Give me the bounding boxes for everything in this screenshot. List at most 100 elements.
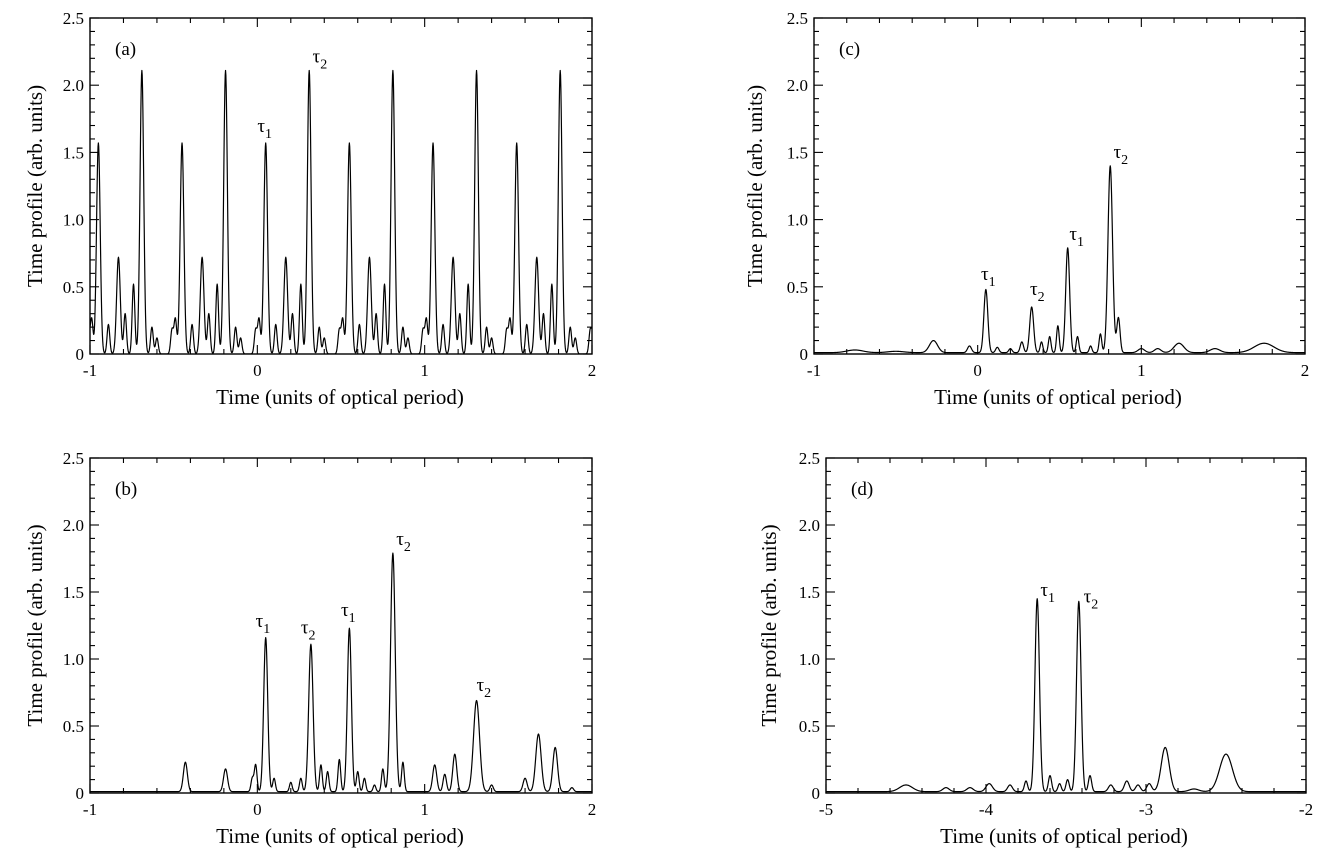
x-tick-label: 2 — [588, 361, 597, 380]
x-tick-label: 2 — [1301, 361, 1310, 380]
y-tick-label: 1.5 — [787, 143, 808, 162]
y-tick-label: 2.5 — [799, 449, 820, 468]
tau-symbol: τ — [396, 529, 404, 550]
y-tick-label: 1.0 — [799, 650, 820, 669]
y-tick-label: 2.5 — [787, 9, 808, 28]
tau-annotation: τ1 — [341, 600, 356, 626]
y-tick-label: 1.5 — [63, 143, 84, 162]
tau-subscript: 2 — [484, 686, 491, 701]
y-tick-label: 0.5 — [799, 717, 820, 736]
tau-symbol: τ — [981, 264, 989, 285]
panel-label: (c) — [839, 39, 860, 60]
x-tick-label: -1 — [807, 361, 821, 380]
y-tick-label: 0 — [76, 345, 85, 364]
tau-annotation: τ2 — [1084, 587, 1099, 613]
tau-symbol: τ — [1069, 224, 1077, 245]
tau-annotation: τ2 — [301, 618, 316, 644]
tau-annotation: τ2 — [1030, 279, 1045, 305]
tau-subscript: 1 — [265, 127, 272, 142]
x-axis-label: Time (units of optical period) — [940, 824, 1188, 848]
tau-subscript: 2 — [1038, 290, 1045, 305]
tau-symbol: τ — [1040, 580, 1048, 601]
tau-subscript: 2 — [404, 540, 411, 555]
y-tick-label: 0 — [76, 784, 85, 803]
plot-frame — [825, 457, 1307, 794]
y-tick-label: 0.5 — [63, 278, 84, 297]
y-tick-label: 1.0 — [63, 211, 84, 230]
x-tick-label: -5 — [819, 800, 833, 819]
y-tick-label: 2.0 — [799, 516, 820, 535]
plot-frame — [813, 17, 1306, 355]
tau-annotation: τ2 — [396, 529, 411, 555]
tau-subscript: 1 — [989, 275, 996, 290]
x-tick-label: 2 — [588, 800, 597, 819]
x-tick-label: 1 — [1137, 361, 1146, 380]
x-tick-label: 1 — [420, 361, 429, 380]
x-tick-label: -2 — [1299, 800, 1313, 819]
y-tick-label: 2.0 — [787, 76, 808, 95]
x-tick-label: 1 — [420, 800, 429, 819]
tau-annotation: τ1 — [1069, 224, 1084, 250]
y-tick-label: 0.5 — [63, 717, 84, 736]
tau-subscript: 1 — [263, 622, 270, 637]
y-tick-label: 0.5 — [787, 278, 808, 297]
tau-subscript: 1 — [1048, 591, 1055, 606]
y-axis-label: Time profile (arb. units) — [23, 85, 47, 287]
panel-label: (d) — [851, 479, 873, 500]
tau-symbol: τ — [313, 46, 321, 67]
x-axis-label: Time (units of optical period) — [216, 385, 464, 409]
x-tick-label: -1 — [83, 800, 97, 819]
y-axis-label: Time profile (arb. units) — [23, 524, 47, 726]
tau-symbol: τ — [301, 618, 309, 639]
x-axis-label: Time (units of optical period) — [216, 824, 464, 848]
tau-annotation: τ1 — [256, 611, 271, 637]
tau-symbol: τ — [477, 675, 485, 696]
time-profile-trace — [90, 69, 592, 354]
y-tick-label: 1.5 — [63, 583, 84, 602]
tau-subscript: 1 — [349, 611, 356, 626]
plot-frame — [89, 457, 593, 794]
tau-subscript: 1 — [1077, 235, 1084, 250]
y-tick-label: 2.0 — [63, 76, 84, 95]
tau-annotation: τ1 — [257, 116, 272, 142]
y-tick-label: 0 — [800, 345, 809, 364]
panel-label: (a) — [115, 39, 136, 60]
y-tick-label: 0 — [812, 784, 821, 803]
y-tick-label: 2.5 — [63, 449, 84, 468]
x-axis-label: Time (units of optical period) — [934, 385, 1182, 409]
time-profile-trace — [814, 165, 1305, 354]
tau-subscript: 2 — [1091, 598, 1098, 613]
x-tick-label: 0 — [973, 361, 982, 380]
tau-subscript: 2 — [1121, 153, 1128, 168]
tau-annotation: τ1 — [981, 264, 996, 290]
tau-symbol: τ — [1114, 142, 1122, 163]
x-tick-label: 0 — [253, 800, 262, 819]
tau-symbol: τ — [257, 116, 265, 137]
tau-symbol: τ — [1084, 587, 1092, 608]
time-profile-trace — [826, 598, 1306, 793]
tau-annotation: τ2 — [1114, 142, 1129, 168]
x-tick-label: -4 — [979, 800, 994, 819]
tau-subscript: 2 — [308, 629, 315, 644]
y-tick-label: 2.0 — [63, 516, 84, 535]
tau-annotation: τ2 — [477, 675, 492, 701]
tau-symbol: τ — [1030, 279, 1038, 300]
y-axis-label: Time profile (arb. units) — [757, 524, 781, 726]
tau-symbol: τ — [256, 611, 264, 632]
y-tick-label: 1.5 — [799, 583, 820, 602]
y-tick-label: 1.0 — [787, 211, 808, 230]
x-tick-label: -1 — [83, 361, 97, 380]
time-profile-trace — [90, 552, 592, 793]
panel-label: (b) — [115, 479, 137, 500]
panel-d: -5 -4 -3 -2 0 0.5 1.0 1.5 2.0 2.5 Time (units of o… — [757, 449, 1313, 848]
tau-symbol: τ — [341, 600, 349, 621]
plot-frame — [89, 17, 593, 355]
tau-subscript: 2 — [320, 57, 327, 72]
x-tick-label: -3 — [1139, 800, 1153, 819]
y-tick-label: 2.5 — [63, 9, 84, 28]
x-tick-label: 0 — [253, 361, 262, 380]
